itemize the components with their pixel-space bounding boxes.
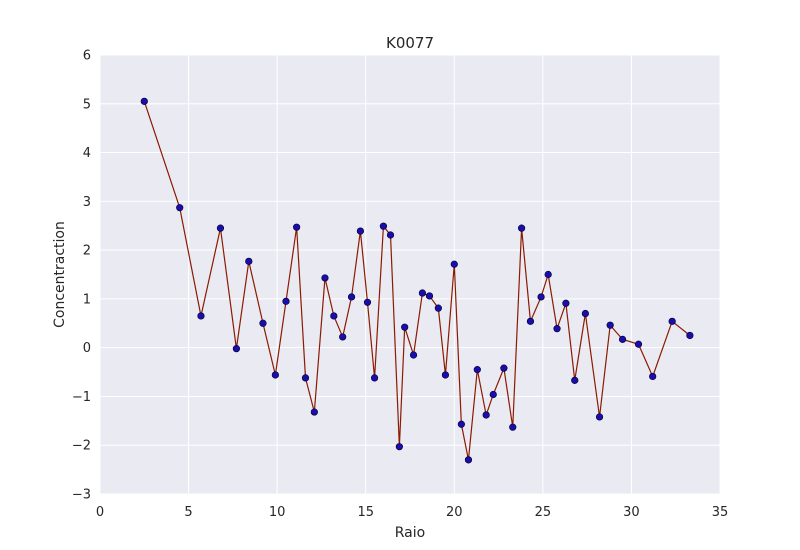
chart-title: K0077 xyxy=(386,34,434,52)
y-tick-label: 2 xyxy=(83,244,91,259)
data-point xyxy=(457,420,465,428)
data-point xyxy=(526,317,535,325)
data-point xyxy=(321,274,329,282)
data-point xyxy=(553,325,561,333)
data-point xyxy=(245,257,253,265)
data-point xyxy=(571,376,579,384)
data-point xyxy=(271,371,279,379)
data-point xyxy=(434,304,442,312)
data-point xyxy=(544,270,552,279)
data-point xyxy=(473,366,481,374)
y-axis-label: Concentraction xyxy=(52,221,68,328)
data-point xyxy=(363,298,372,306)
data-point xyxy=(370,374,379,382)
data-point xyxy=(489,390,497,399)
data-point xyxy=(282,297,290,305)
x-tick-label: 0 xyxy=(96,505,104,520)
x-tick-label: 35 xyxy=(712,505,729,520)
y-tick-label: 1 xyxy=(83,292,91,307)
data-point xyxy=(418,289,427,297)
data-point xyxy=(401,323,409,331)
data-point xyxy=(517,224,526,232)
data-point xyxy=(668,317,676,325)
x-tick-label: 15 xyxy=(357,505,374,520)
data-point xyxy=(293,223,301,231)
y-axis-ticks: −3 −2 −1 0 1 2 3 4 5 6 xyxy=(72,49,91,503)
x-tick-label: 10 xyxy=(269,505,286,520)
data-series xyxy=(140,97,694,464)
data-point xyxy=(537,293,545,301)
data-point xyxy=(140,97,148,105)
data-point xyxy=(450,260,458,268)
x-tick-label: 30 xyxy=(623,505,640,520)
data-point xyxy=(606,321,614,329)
y-tick-label: 3 xyxy=(83,195,91,210)
data-point xyxy=(395,443,403,451)
data-point xyxy=(330,312,338,320)
data-point xyxy=(409,351,418,359)
x-axis-label: Raio xyxy=(395,525,425,541)
data-point xyxy=(216,224,225,232)
data-point xyxy=(482,411,490,419)
x-tick-label: 25 xyxy=(535,505,552,520)
data-point xyxy=(347,293,356,301)
data-point xyxy=(310,408,318,416)
data-point xyxy=(634,340,643,348)
data-point xyxy=(356,227,365,235)
data-point xyxy=(176,204,184,212)
data-point xyxy=(425,292,434,300)
y-tick-label: −3 xyxy=(72,488,91,503)
data-point xyxy=(386,231,395,239)
plot-area xyxy=(100,55,720,494)
x-tick-label: 5 xyxy=(184,505,192,520)
data-point xyxy=(581,309,589,318)
data-point xyxy=(618,335,627,343)
y-tick-label: −2 xyxy=(72,439,91,454)
data-point xyxy=(500,364,508,372)
data-point xyxy=(562,299,570,307)
data-point xyxy=(464,456,473,464)
data-point xyxy=(441,371,450,379)
y-tick-label: 0 xyxy=(83,341,91,356)
data-point xyxy=(259,319,267,327)
data-point xyxy=(595,413,604,421)
data-point xyxy=(686,331,694,340)
y-tick-label: 4 xyxy=(83,146,91,161)
data-point xyxy=(509,423,517,431)
y-tick-label: −1 xyxy=(72,390,91,405)
data-point xyxy=(197,312,205,320)
x-axis-ticks: 0 5 10 15 20 25 30 35 xyxy=(96,505,728,520)
data-point xyxy=(301,374,310,382)
y-tick-label: 6 xyxy=(83,49,91,64)
data-point xyxy=(232,345,240,353)
data-point xyxy=(379,222,388,230)
data-point xyxy=(339,333,347,341)
grid-lines xyxy=(99,54,721,495)
x-tick-label: 20 xyxy=(446,505,463,520)
data-point xyxy=(649,372,657,381)
y-tick-label: 5 xyxy=(83,97,91,112)
